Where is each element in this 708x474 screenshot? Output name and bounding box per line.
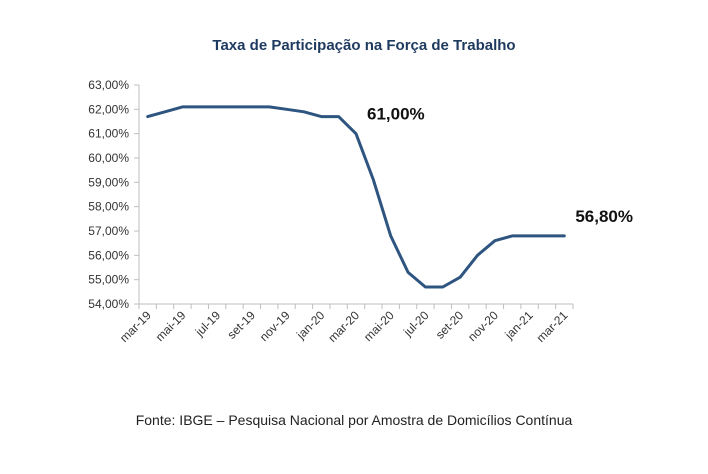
series-line <box>146 105 566 289</box>
y-tick-label: 60,00% <box>88 151 129 165</box>
y-tick-label: 55,00% <box>88 273 129 287</box>
x-tick-label: nov-20 <box>465 308 501 344</box>
y-tick-label: 62,00% <box>88 102 129 116</box>
x-tick-label: mai-19 <box>153 308 189 344</box>
series-layer <box>146 105 566 289</box>
y-axis: 54,00% 55,00% 56,00% 57,00% 58,00% 59,00% 60,0… <box>88 78 140 311</box>
x-tick-label: set-19 <box>224 308 258 342</box>
x-tick-label: mar-19 <box>117 308 154 345</box>
y-tick-label: 56,00% <box>88 248 129 262</box>
y-tick-label: 57,00% <box>88 224 129 238</box>
y-tick-label: 54,00% <box>88 297 129 311</box>
x-tick-label: mar-20 <box>325 308 362 345</box>
data-label: 61,00% <box>367 105 425 124</box>
y-tick-label: 61,00% <box>88 127 129 141</box>
x-tick-label: jan-21 <box>502 308 536 342</box>
x-tick-label: mar-21 <box>534 308 571 345</box>
x-tick-label: nov-19 <box>257 308 293 344</box>
x-tick-label: jul-20 <box>400 308 432 340</box>
annotation-layer: 61,00% 56,80% <box>367 105 633 226</box>
data-label: 56,80% <box>575 207 633 226</box>
source-note: Fonte: IBGE – Pesquisa Nacional por Amos… <box>135 412 573 428</box>
chart-title: Taxa de Participação na Força de Trabalh… <box>212 37 515 54</box>
x-tick-label: mai-20 <box>361 308 397 344</box>
x-tick-label: set-20 <box>433 308 467 342</box>
y-tick-label: 58,00% <box>88 200 129 214</box>
x-tick-label: jan-20 <box>293 308 327 342</box>
y-tick-label: 63,00% <box>88 78 129 92</box>
y-tick-label: 59,00% <box>88 175 129 189</box>
x-tick-label: jul-19 <box>192 308 224 340</box>
